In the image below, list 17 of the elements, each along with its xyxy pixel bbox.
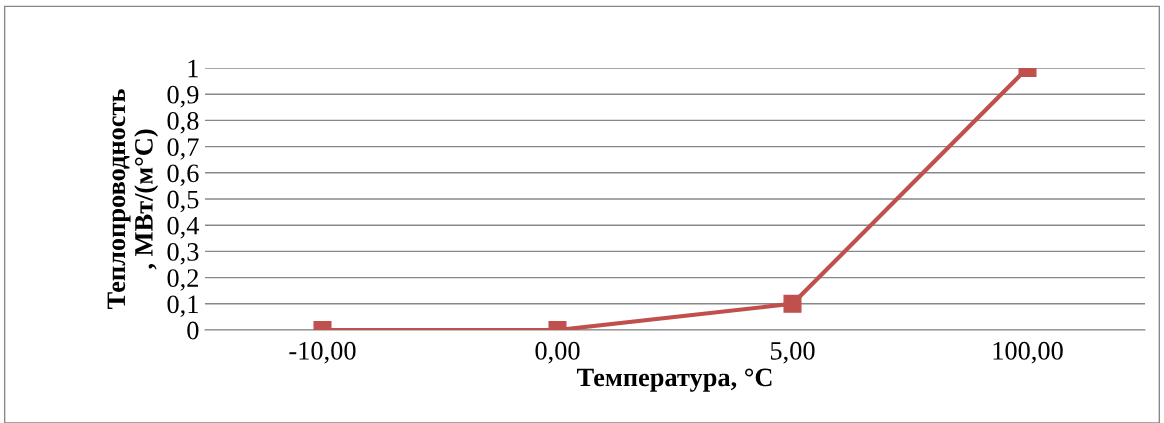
y-tick-label: 0,4 — [167, 216, 200, 239]
y-tick-label: 0,3 — [167, 243, 199, 265]
y-axis-title: Теплопроводность , МВт/(м°С) — [107, 89, 159, 310]
x-tick-label: -10,00 — [289, 341, 356, 364]
y-tick-label: 0,9 — [167, 85, 199, 108]
x-axis-title: Температура, °С — [576, 368, 772, 392]
y-tick-label: 0,6 — [167, 164, 199, 187]
y-tick-label: 1 — [188, 59, 198, 78]
y-tick-label: 0,1 — [167, 295, 198, 318]
x-tick-label: 0,00 — [535, 341, 580, 364]
y-tick-label: 0,7 — [167, 138, 199, 160]
y-tick-label: 0,2 — [167, 269, 198, 291]
y-tick-label: 0 — [187, 321, 199, 340]
y-tick-label: 0,5 — [167, 190, 199, 213]
x-tick-label: 5,00 — [770, 341, 815, 364]
y-tick-label: 0,8 — [167, 112, 199, 134]
x-tick-label: 100,00 — [993, 341, 1063, 364]
